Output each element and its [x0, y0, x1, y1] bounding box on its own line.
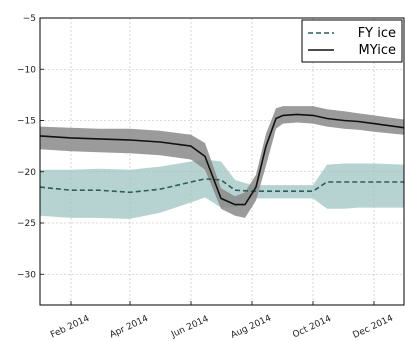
y-tick-label: −10: [17, 65, 36, 75]
uncertainty-bands: [40, 106, 404, 219]
line-myice: [39, 113, 405, 206]
legend: FY ice MYice: [301, 19, 403, 63]
x-tick-label: Oct 2014: [291, 314, 333, 341]
x-tick-label: Jun 2014: [169, 314, 210, 340]
y-tick-label: −5: [23, 14, 36, 24]
legend-box: [301, 19, 403, 63]
y-tick-label: −20: [17, 168, 36, 178]
x-axis: Feb 2014 Apr 2014 Jun 2014 Aug 2014 Oct 2014…: [49, 301, 395, 341]
y-tick-label: −15: [17, 117, 36, 127]
legend-label-myice: MYice: [359, 43, 396, 58]
plot-frame: [39, 17, 405, 306]
y-axis: −5 −10 −15 −20 −25 −30: [17, 14, 44, 280]
series-lines: [39, 113, 405, 206]
band-myice: [40, 106, 404, 218]
y-tick-label: −25: [17, 219, 36, 229]
x-tick-label: Dec 2014: [351, 313, 395, 340]
x-tick-label: Apr 2014: [108, 314, 150, 341]
x-tick-label: Feb 2014: [49, 314, 91, 341]
y-tick-label: −30: [17, 270, 36, 280]
x-tick-label: Aug 2014: [229, 313, 273, 340]
line-fy-ice: [39, 178, 404, 194]
legend-label-fy-ice: FY ice: [358, 26, 396, 41]
